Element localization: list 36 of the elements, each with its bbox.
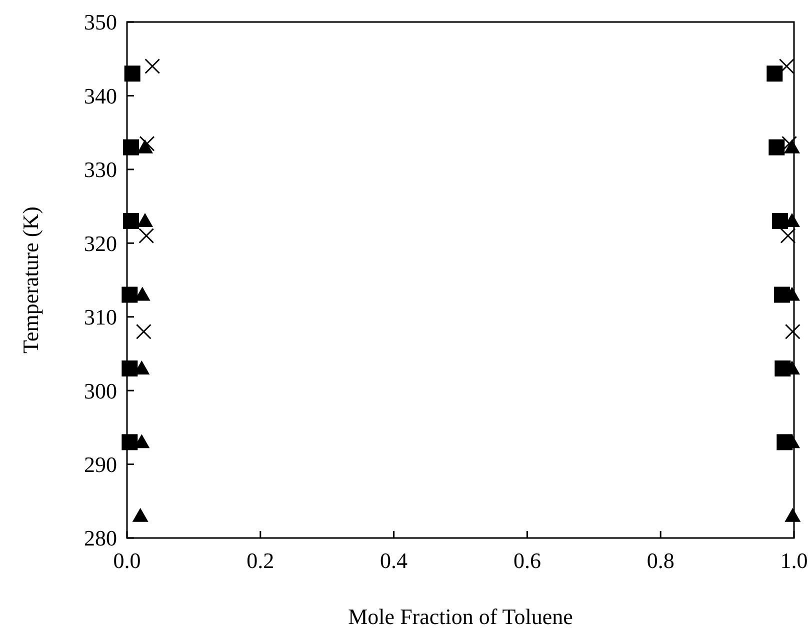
y-tick-label: 300 bbox=[84, 378, 117, 404]
point bbox=[122, 434, 138, 450]
point bbox=[123, 213, 139, 230]
y-tick-label: 290 bbox=[84, 452, 117, 477]
point bbox=[132, 508, 148, 522]
x-tick-label: 1.0 bbox=[780, 548, 808, 573]
point bbox=[122, 360, 138, 376]
x-tick-label: 0.0 bbox=[113, 548, 141, 573]
x-axis-title: Mole Fraction of Toluene bbox=[348, 604, 573, 629]
point bbox=[768, 139, 785, 156]
x-tick-label: 0.4 bbox=[380, 548, 408, 573]
y-tick-label: 350 bbox=[84, 10, 117, 35]
x-tick-label: 0.8 bbox=[646, 548, 674, 573]
point bbox=[137, 213, 154, 228]
y-tick-label: 330 bbox=[84, 157, 117, 182]
y-axis-title: Temperature (K) bbox=[18, 206, 43, 354]
point bbox=[782, 136, 798, 152]
x-tick-label: 0.2 bbox=[246, 548, 274, 573]
point bbox=[778, 58, 794, 74]
point bbox=[124, 66, 140, 82]
y-tick-label: 340 bbox=[84, 83, 117, 108]
x-tick-label: 0.6 bbox=[513, 548, 541, 573]
point bbox=[144, 58, 160, 74]
point bbox=[766, 66, 783, 82]
point bbox=[122, 286, 138, 303]
point bbox=[136, 324, 152, 340]
point bbox=[138, 228, 154, 244]
y-tick-label: 280 bbox=[84, 526, 117, 551]
y-tick-label: 310 bbox=[84, 304, 117, 330]
point bbox=[784, 324, 800, 340]
point bbox=[784, 508, 801, 522]
point bbox=[123, 139, 139, 156]
point bbox=[139, 136, 155, 152]
point bbox=[772, 213, 788, 230]
y-tick-label: 320 bbox=[84, 230, 117, 256]
point bbox=[780, 228, 796, 244]
